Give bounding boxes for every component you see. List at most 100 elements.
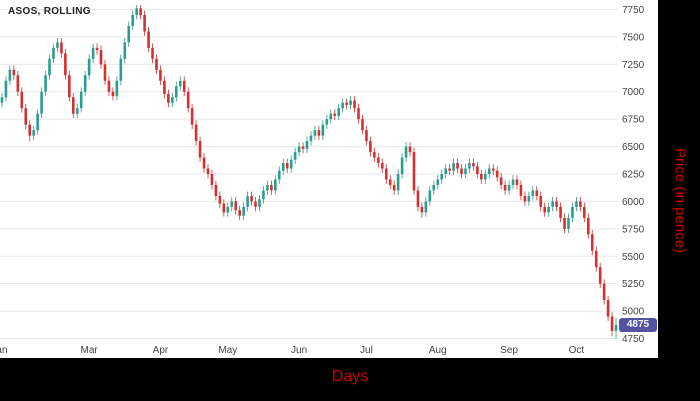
candle-body [301,146,305,149]
candle-body [131,14,135,26]
candle-body [119,58,123,81]
chart-panel: 4750 5000 5250 5500 5750 6000 6250 6500 6750 7000… [0,0,658,358]
candle-body [583,206,586,218]
candle-body [452,163,455,171]
candle-body [602,283,606,301]
candle-body [547,206,550,213]
candle-body [476,166,479,174]
candle-body [159,69,162,81]
candle-body [483,174,487,180]
candle-body [456,163,459,169]
candle-body [464,168,467,174]
x-tick-label: Aug [429,345,447,356]
candle-body [487,168,491,174]
candle-body [594,250,598,268]
candle-body [262,190,265,200]
candle-body [543,206,547,213]
candle-body [317,130,321,136]
candle-body [345,102,348,105]
candle-body [606,300,610,317]
candle-body [123,42,127,59]
candle-body [511,179,515,185]
candle-body [246,195,249,207]
candle-body [40,91,43,114]
candle-body [32,130,35,136]
candle-body [527,195,531,202]
candle-body [444,168,447,174]
candle-body [380,163,384,169]
candle-body [218,195,222,204]
candle-body [369,141,372,153]
candle-body [329,113,333,120]
candle-body [598,267,602,284]
x-tick-label: Oct [569,345,585,356]
candle-body [115,80,119,97]
candle-body [182,80,186,92]
candle-body [309,135,313,142]
candle-body [79,91,83,109]
candle-body [16,75,20,92]
candle-body [167,93,170,103]
y-tick-label: 6250 [622,170,645,181]
candle-body [36,113,39,131]
candle-body [424,201,428,213]
chart-title: ASOS, ROLLING [8,6,91,17]
candle-body [8,69,12,81]
candle-body [515,179,519,185]
candle-body [519,184,523,196]
candle-body [432,184,436,191]
y-tick-label: 7500 [622,32,645,43]
candle-body [539,195,543,207]
candle-body [64,53,67,76]
candle-body [250,195,253,202]
candle-body [535,190,539,196]
candle-body [559,206,562,218]
candle-body [321,124,325,136]
candle-body [412,152,416,191]
candle-body [586,217,590,235]
candle-body [91,47,95,59]
candle-body [135,8,138,15]
candle-body [56,42,59,48]
candle-body [163,80,166,94]
candle-body [238,210,241,216]
candle-body [495,170,499,178]
last-price-badge: 4875 [619,317,657,332]
candle-body [523,195,527,202]
candle-body [60,42,63,54]
candle-body [194,124,198,142]
candle-body [349,100,352,105]
candle-body [107,80,111,92]
candle-body [198,141,202,158]
candle-body [293,152,297,160]
candle-body [99,50,103,65]
candle-body [274,179,277,191]
candle-body [151,47,154,59]
candle-body [174,86,178,98]
candle-body [297,146,301,153]
candle-body [396,174,400,191]
candle-body [147,31,150,48]
candle-body [289,159,293,169]
candle-body [75,108,79,114]
candle-body [400,157,404,174]
candle-body [230,201,234,207]
candle-body [575,201,578,207]
y-tick-label: 4750 [622,334,645,345]
candle-body [68,75,71,98]
candle-body [388,179,392,185]
candle-body [337,108,341,116]
candle-body [373,152,376,158]
candle-body [4,80,8,98]
candle-body [563,217,566,229]
candle-body [428,190,432,202]
candle-body [242,206,245,216]
candle-body [83,75,87,92]
candle-body [377,157,380,164]
x-tick-label: May [218,345,237,356]
candle-body [480,174,483,180]
x-axis-title: Days [331,368,369,385]
candle-body [353,100,356,109]
candle-body [420,206,424,213]
candlestick-chart[interactable]: 4750 5000 5250 5500 5750 6000 6250 6500 6750 7000… [0,0,658,358]
